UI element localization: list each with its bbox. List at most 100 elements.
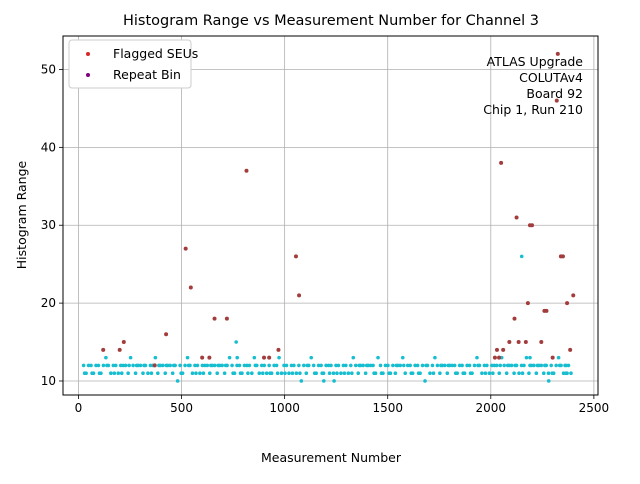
data-point-normal (554, 363, 558, 368)
data-point-normal (335, 371, 339, 375)
data-point-normal (447, 363, 452, 368)
data-point-flagged (267, 355, 272, 360)
data-point-normal (465, 363, 469, 368)
data-point-normal (443, 363, 447, 368)
y-tick-label: 10 (41, 374, 56, 388)
data-point-normal (445, 371, 450, 375)
data-point-normal (332, 379, 336, 383)
data-point-normal (262, 363, 267, 368)
data-point-normal (118, 363, 123, 368)
data-point-normal (304, 371, 309, 375)
data-point-normal (246, 371, 250, 375)
data-point-normal (178, 363, 182, 368)
data-point-normal (210, 363, 215, 368)
data-point-normal (566, 363, 571, 368)
data-point-normal (539, 363, 544, 368)
data-point-normal (519, 363, 524, 368)
data-point-normal (289, 363, 294, 368)
x-tick-label: 0 (75, 401, 83, 415)
annotation-line-4: Chip 1, Run 210 (483, 102, 583, 117)
data-point-flagged (183, 246, 188, 251)
data-point-normal (194, 371, 198, 375)
data-point-normal (309, 355, 314, 360)
data-point-normal (242, 363, 247, 368)
chart-title: Histogram Range vs Measurement Number fo… (123, 13, 539, 29)
data-point-normal (116, 371, 121, 375)
data-point-normal (327, 371, 332, 375)
data-point-normal (294, 371, 299, 375)
data-point-normal (498, 363, 503, 368)
data-point-normal (128, 355, 133, 360)
data-point-normal (106, 363, 111, 368)
data-point-normal (378, 363, 383, 368)
data-point-normal (361, 363, 365, 368)
data-point-flagged (539, 340, 544, 345)
y-tick-label: 50 (41, 62, 56, 76)
data-point-normal (329, 363, 333, 368)
data-point-normal (460, 363, 464, 368)
x-tick-label: 1000 (269, 401, 300, 415)
data-point-normal (101, 363, 106, 368)
data-point-normal (283, 371, 287, 375)
data-point-normal (351, 355, 356, 360)
data-point-normal (528, 355, 532, 360)
data-point-normal (232, 371, 237, 375)
data-point-normal (440, 363, 445, 368)
data-point-normal (146, 371, 150, 375)
data-point-normal (136, 363, 140, 368)
data-point-normal (497, 371, 502, 375)
data-point-normal (89, 363, 93, 368)
data-point-normal (413, 363, 417, 368)
data-point-normal (183, 363, 187, 368)
data-point-normal (401, 363, 406, 368)
data-point-normal (297, 363, 301, 368)
data-point-normal (198, 371, 202, 375)
y-tick-label: 20 (41, 296, 56, 310)
data-point-normal (336, 363, 341, 368)
data-point-normal (260, 371, 265, 375)
legend-label-flagged: Flagged SEUs (113, 46, 198, 61)
data-point-normal (350, 371, 354, 375)
x-tick-label: 2500 (579, 401, 610, 415)
data-point-flagged (244, 168, 249, 173)
data-point-normal (321, 379, 326, 383)
data-point-normal (290, 371, 295, 375)
data-point-normal (368, 363, 373, 368)
data-point-normal (529, 363, 534, 368)
data-point-normal (254, 363, 259, 368)
data-point-normal (490, 363, 494, 368)
data-point-normal (149, 371, 154, 375)
data-point-normal (277, 355, 281, 360)
data-point-normal (259, 363, 264, 368)
legend-marker-repeat (86, 73, 90, 77)
data-point-normal (504, 371, 509, 375)
data-point-normal (559, 363, 563, 368)
data-point-normal (487, 371, 492, 375)
data-point-normal (418, 371, 422, 375)
data-point-normal (544, 363, 549, 368)
data-point-normal (415, 363, 420, 368)
x-tick-label: 500 (170, 401, 193, 415)
data-point-normal (344, 363, 348, 368)
data-point-normal (400, 355, 405, 360)
data-point-normal (324, 363, 328, 368)
data-point-normal (175, 379, 180, 383)
baseline-points (81, 254, 573, 383)
data-point-flagged (497, 355, 502, 360)
data-point-normal (306, 363, 311, 368)
data-point-normal (366, 363, 370, 368)
data-point-normal (549, 363, 554, 368)
data-point-flagged (297, 293, 302, 298)
data-point-normal (170, 371, 175, 375)
data-point-normal (160, 363, 165, 368)
data-point-normal (408, 363, 412, 368)
data-point-normal (247, 363, 252, 368)
data-point-normal (321, 371, 326, 375)
data-point-normal (430, 363, 435, 368)
data-point-normal (201, 371, 206, 375)
data-point-flagged (512, 316, 517, 321)
data-point-normal (403, 371, 408, 375)
data-point-normal (282, 363, 286, 368)
data-point-normal (215, 371, 220, 375)
